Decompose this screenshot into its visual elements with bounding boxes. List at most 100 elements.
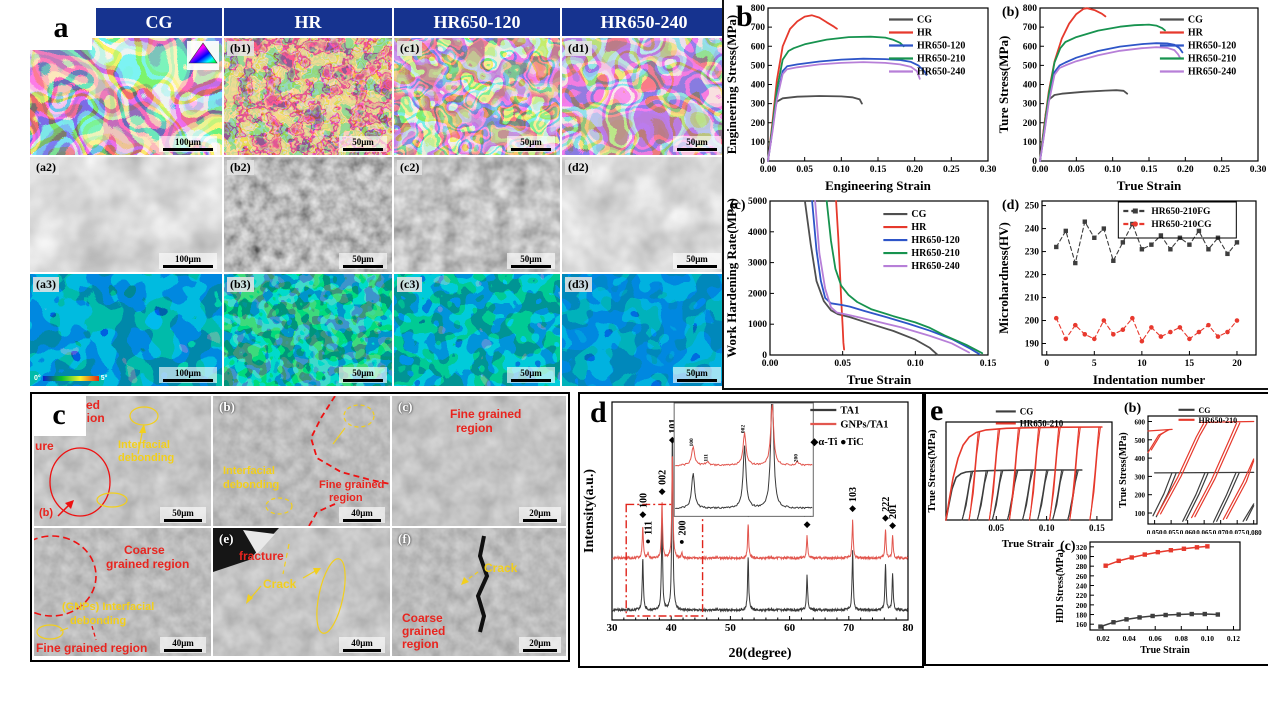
- svg-text:HR650-210: HR650-210: [911, 248, 959, 259]
- svg-text:300: 300: [1135, 473, 1146, 481]
- subpanel-label: (b2): [227, 160, 254, 175]
- svg-text:320: 320: [1076, 543, 1088, 552]
- column-header-cg: CG: [96, 8, 222, 36]
- annotation-debonding: debonding: [118, 452, 175, 464]
- svg-text:100: 100: [638, 493, 649, 508]
- svg-text:0.10: 0.10: [1104, 165, 1121, 175]
- svg-text:100: 100: [1135, 510, 1146, 518]
- scale-bar: 20μm: [519, 637, 561, 653]
- subpanel-label: (b1): [227, 41, 254, 56]
- svg-text:300: 300: [751, 100, 766, 110]
- band-contrast-map-hr650-120: (c2) 50μm: [394, 157, 560, 272]
- annotation-fracture-partial: ure: [35, 439, 54, 453]
- svg-text:HR650-210: HR650-210: [1199, 416, 1238, 425]
- svg-text:0.06: 0.06: [1149, 634, 1162, 643]
- svg-text:103: 103: [848, 487, 859, 502]
- svg-text:40: 40: [666, 622, 678, 634]
- ipf-map-hr650-240: (d1) 50μm: [562, 38, 726, 155]
- svg-text:0.10: 0.10: [833, 165, 850, 175]
- svg-text:230: 230: [1025, 248, 1040, 258]
- scale-bar: 50μm: [673, 253, 721, 269]
- svg-text:0.065: 0.065: [1196, 529, 1212, 537]
- svg-text:Indentation number: Indentation number: [1093, 372, 1206, 387]
- scale-bar: 50μm: [339, 367, 387, 383]
- svg-text:0.15: 0.15: [1141, 165, 1158, 175]
- svg-text:111: 111: [703, 454, 709, 462]
- svg-text:800: 800: [1023, 4, 1038, 14]
- svg-text:0.00: 0.00: [760, 165, 777, 175]
- scale-bar: 40μm: [160, 637, 206, 653]
- svg-text:100: 100: [689, 438, 695, 447]
- svg-text:200: 200: [1025, 317, 1040, 327]
- true-stress-strain-chart: 0.00 0.05 0.10 0.15 0.20 0.25 0.30 0 100 200 300 40…: [996, 0, 1267, 193]
- svg-text:0.25: 0.25: [1213, 165, 1230, 175]
- svg-text:0.15: 0.15: [1089, 523, 1105, 533]
- svg-text:240: 240: [1076, 582, 1088, 591]
- svg-text:260: 260: [1076, 572, 1088, 581]
- svg-text:CG: CG: [1199, 406, 1211, 415]
- sem-image-4: Coarse grained region (GNPs) Interfacial…: [34, 528, 211, 656]
- scale-bar: 20μm: [519, 507, 561, 523]
- svg-text:HR650-240: HR650-240: [917, 67, 965, 78]
- svg-text:True Strain: True Strain: [1002, 538, 1057, 550]
- svg-text:Work Hardening Rate(MPa): Work Hardening Rate(MPa): [724, 198, 739, 358]
- subpanel-label: (c3): [397, 277, 423, 292]
- sem-image-3: (c) Fine grained region 20μm: [392, 396, 566, 526]
- svg-text:◆: ◆: [889, 520, 896, 530]
- svg-text:0.25: 0.25: [943, 165, 960, 175]
- svg-text:0.20: 0.20: [906, 165, 923, 175]
- svg-text:Engineering Strain: Engineering Strain: [825, 178, 932, 193]
- svg-text:CG: CG: [1188, 15, 1203, 26]
- annotation-interfacial: Interfacial: [223, 465, 275, 477]
- svg-text:200: 200: [751, 119, 766, 129]
- annotation-region: region: [329, 492, 363, 504]
- svg-text:HR650-120: HR650-120: [1188, 41, 1236, 52]
- svg-text:600: 600: [1135, 418, 1146, 426]
- subpanel-label: (d1): [565, 41, 592, 56]
- svg-text:GNPs/TA1: GNPs/TA1: [840, 420, 888, 431]
- svg-text:0.10: 0.10: [907, 359, 924, 369]
- svg-text:HR: HR: [917, 28, 933, 39]
- svg-text:500: 500: [1023, 61, 1038, 71]
- svg-text:●: ●: [679, 537, 684, 547]
- svg-text:111: 111: [644, 521, 655, 535]
- annotation-coarse: Coarse: [402, 611, 443, 625]
- svg-text:(c): (c): [1060, 539, 1076, 554]
- annotation-fine-grained-region: Fine grained region: [36, 641, 148, 655]
- svg-text:500: 500: [1135, 437, 1146, 445]
- svg-text:HR650-210: HR650-210: [917, 54, 965, 65]
- svg-text:80: 80: [903, 622, 915, 634]
- hdi-stress-chart: 0.02 0.04 0.06 0.08 0.10 0.12 160 180 200 220 240 2…: [1054, 534, 1248, 656]
- svg-text:Microhardness(HV): Microhardness(HV): [996, 222, 1011, 334]
- svg-text:0: 0: [762, 351, 767, 361]
- svg-text:0: 0: [1044, 359, 1049, 369]
- svg-text:Ture Stress(MPa): Ture Stress(MPa): [996, 36, 1011, 134]
- annotation-crack: Crack: [484, 561, 518, 575]
- panel-d-xrd: d 30 40 50 60 70 80 2θ(degree) Intensity(a.u.) ◆…: [578, 392, 924, 668]
- svg-text:1000: 1000: [748, 320, 767, 330]
- panel-e-lur: e 0.05 0.10 0.15 True Strain True Stress(MPa…: [924, 392, 1268, 666]
- annotation-region: region: [456, 421, 493, 435]
- svg-text:101: 101: [668, 419, 679, 434]
- svg-text:200: 200: [1135, 492, 1146, 500]
- svg-text:◆: ◆: [639, 509, 646, 519]
- divider-vertical: [722, 0, 724, 390]
- scale-bar: 40μm: [339, 637, 385, 653]
- svg-text:Intensity(a.u.): Intensity(a.u.): [582, 469, 597, 553]
- column-header-hr650-240: HR650-240: [562, 8, 726, 36]
- svg-text:20: 20: [1232, 359, 1242, 369]
- annotation-debonding: debonding: [70, 615, 127, 627]
- svg-text:TA1: TA1: [840, 406, 859, 417]
- svg-text:3000: 3000: [748, 259, 767, 269]
- svg-text:0.05: 0.05: [834, 359, 851, 369]
- svg-text:700: 700: [751, 23, 766, 33]
- scale-bar: 50μm: [507, 253, 555, 269]
- svg-text:190: 190: [1025, 340, 1040, 350]
- svg-text:0.080: 0.080: [1246, 529, 1262, 537]
- subpanel-label: (d2): [565, 160, 592, 175]
- hysteresis-loops-chart: 0.050 0.055 0.060 0.065 0.070 0.075 0.080 100 20…: [1118, 396, 1262, 554]
- scale-bar: 50μm: [673, 136, 721, 152]
- annotation-region-partial: ed: [86, 398, 101, 412]
- svg-text:◆: ◆: [659, 486, 666, 496]
- band-contrast-map-cg: (a2) 100μm: [30, 157, 222, 272]
